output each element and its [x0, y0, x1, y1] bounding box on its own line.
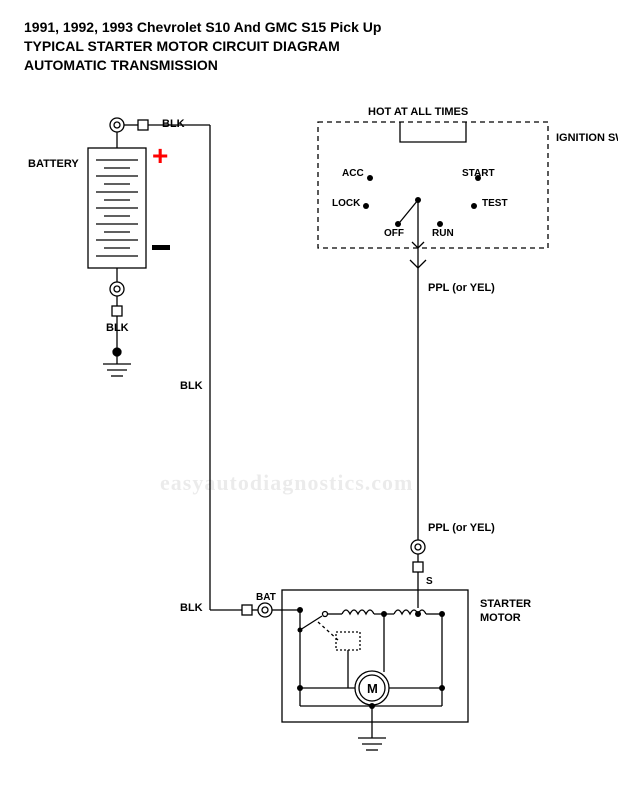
pos-acc: ACC — [342, 168, 364, 179]
minus-icon — [152, 245, 170, 250]
connector-box — [138, 120, 148, 130]
pos-lock: LOCK — [332, 198, 360, 209]
wire-label-blk-mid: BLK — [180, 380, 203, 392]
battery-label: BATTERY — [28, 158, 79, 170]
pos-run: RUN — [432, 228, 454, 239]
starter-label-1: STARTER — [480, 598, 531, 610]
plus-icon: + — [152, 140, 168, 172]
motor-m-label: M — [367, 681, 378, 696]
starter-label-2: MOTOR — [480, 612, 521, 624]
s-ring — [411, 540, 425, 554]
watermark-text: easyautodiagnostics.com — [160, 470, 413, 496]
ignition-label-1: IGNITION SWITCH — [556, 132, 618, 145]
bat-ring — [258, 603, 272, 617]
pos-off: OFF — [384, 228, 404, 239]
battery-neg-ring — [110, 282, 124, 296]
wire-label-ppl-2: PPL (or YEL) — [428, 522, 495, 534]
terminal-bat: BAT — [256, 592, 276, 603]
wire-label-blk-top: BLK — [162, 118, 185, 130]
starter-motor-box — [282, 590, 468, 722]
wire-label-blk-ground: BLK — [106, 322, 129, 334]
pos-test: TEST — [482, 198, 508, 209]
wire-label-ppl-1: PPL (or YEL) — [428, 282, 495, 294]
hot-label: HOT AT ALL TIMES — [368, 106, 468, 118]
wire-label-blk-bat: BLK — [180, 602, 203, 614]
wiring-diagram — [0, 0, 618, 800]
terminal-s: S — [426, 576, 433, 587]
pos-start: START — [462, 168, 495, 179]
battery-pos-ring — [110, 118, 124, 132]
